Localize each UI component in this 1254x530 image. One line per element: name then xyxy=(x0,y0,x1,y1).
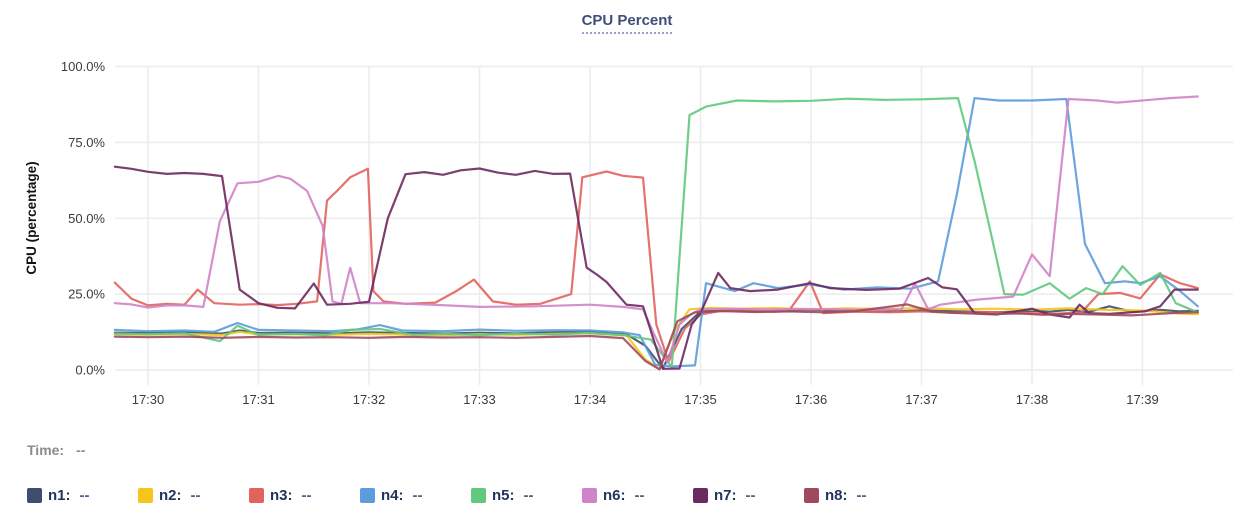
series-line-n4 xyxy=(113,96,1199,368)
legend-label-n5: n5: xyxy=(492,487,515,504)
y-axis-tick-label: 0.0% xyxy=(75,363,105,378)
y-axis-title: CPU (percentage) xyxy=(24,161,39,274)
legend-swatch-n4 xyxy=(360,488,375,503)
legend-value-n3: -- xyxy=(301,487,312,504)
legend-swatch-n6 xyxy=(582,488,597,503)
x-axis-tick-label: 17:32 xyxy=(353,392,386,407)
y-axis-tick-label: 75.0% xyxy=(68,135,105,150)
series-line-n5 xyxy=(113,96,1199,369)
legend-value-n4: -- xyxy=(412,487,423,504)
legend-label-n7: n7: xyxy=(714,487,737,504)
legend-swatch-n8 xyxy=(804,488,819,503)
y-axis-tick-label: 50.0% xyxy=(68,211,105,226)
legend-item-n3[interactable]: n3: -- xyxy=(249,487,338,504)
time-row: Time: -- xyxy=(27,442,85,458)
legend-swatch-n1 xyxy=(27,488,42,503)
legend-label-n1: n1: xyxy=(48,487,71,504)
legend-swatch-n3 xyxy=(249,488,264,503)
x-axis-tick-label: 17:31 xyxy=(242,392,275,407)
x-axis-tick-label: 17:35 xyxy=(684,392,717,407)
x-axis-tick-label: 17:30 xyxy=(132,392,165,407)
legend-item-n8[interactable]: n8: -- xyxy=(804,487,893,504)
legend-value-n7: -- xyxy=(745,487,756,504)
x-axis-tick-label: 17:36 xyxy=(795,392,828,407)
legend-value-n6: -- xyxy=(634,487,645,504)
legend-swatch-n2 xyxy=(138,488,153,503)
x-axis-tick-label: 17:37 xyxy=(905,392,938,407)
x-axis-tick-label: 17:38 xyxy=(1016,392,1049,407)
chart-legend: n1: -- n2: -- n3: -- n4: -- n5: -- n6: -- n7: -- n8: -- xyxy=(27,487,915,504)
legend-item-n4[interactable]: n4: -- xyxy=(360,487,449,504)
legend-item-n5[interactable]: n5: -- xyxy=(471,487,560,504)
legend-item-n6[interactable]: n6: -- xyxy=(582,487,671,504)
legend-label-n3: n3: xyxy=(270,487,293,504)
legend-value-n8: -- xyxy=(856,487,867,504)
legend-item-n7[interactable]: n7: -- xyxy=(693,487,782,504)
y-axis-tick-label: 25.0% xyxy=(68,287,105,302)
legend-label-n6: n6: xyxy=(603,487,626,504)
time-label: Time: xyxy=(27,442,65,458)
legend-swatch-n7 xyxy=(693,488,708,503)
time-value: -- xyxy=(76,442,86,458)
series-line-n7 xyxy=(113,165,1199,370)
panel-title: CPU Percent xyxy=(0,12,1254,34)
legend-value-n2: -- xyxy=(190,487,201,504)
legend-label-n8: n8: xyxy=(825,487,848,504)
x-axis-tick-label: 17:34 xyxy=(574,392,607,407)
cpu-percent-chart[interactable]: 100.0% 75.0% 50.0% 25.0% 0.0% 17:30 17:31 17:32… xyxy=(0,0,1254,424)
legend-label-n4: n4: xyxy=(381,487,404,504)
legend-swatch-n5 xyxy=(471,488,486,503)
panel-title-text[interactable]: CPU Percent xyxy=(581,12,673,34)
series-line-n8 xyxy=(113,303,1199,371)
legend-value-n1: -- xyxy=(79,487,90,504)
x-axis-tick-label: 17:33 xyxy=(463,392,496,407)
y-axis-tick-label: 100.0% xyxy=(61,59,106,74)
legend-item-n2[interactable]: n2: -- xyxy=(138,487,227,504)
legend-item-n1[interactable]: n1: -- xyxy=(27,487,116,504)
x-axis-tick-label: 17:39 xyxy=(1126,392,1159,407)
legend-value-n5: -- xyxy=(523,487,534,504)
series-line-n3 xyxy=(113,167,1199,363)
legend-label-n2: n2: xyxy=(159,487,182,504)
